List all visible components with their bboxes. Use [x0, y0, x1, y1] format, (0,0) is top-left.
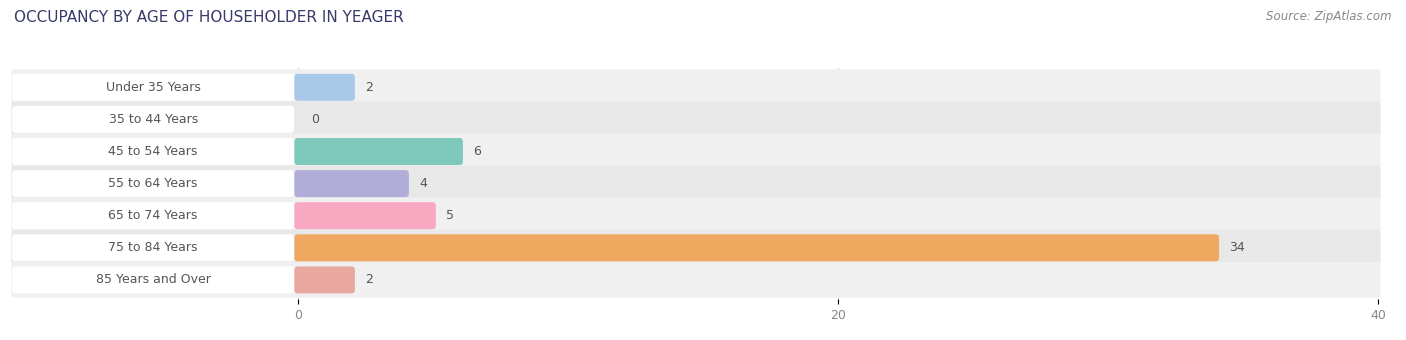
FancyBboxPatch shape [294, 267, 354, 293]
FancyBboxPatch shape [294, 170, 409, 197]
FancyBboxPatch shape [13, 138, 294, 165]
FancyBboxPatch shape [11, 198, 1381, 234]
Text: OCCUPANCY BY AGE OF HOUSEHOLDER IN YEAGER: OCCUPANCY BY AGE OF HOUSEHOLDER IN YEAGE… [14, 10, 404, 25]
FancyBboxPatch shape [11, 101, 1381, 137]
FancyBboxPatch shape [11, 166, 1381, 202]
FancyBboxPatch shape [11, 134, 1381, 169]
FancyBboxPatch shape [13, 234, 294, 261]
FancyBboxPatch shape [294, 234, 1219, 261]
FancyBboxPatch shape [11, 69, 1381, 105]
FancyBboxPatch shape [13, 170, 294, 197]
Text: 0: 0 [311, 113, 319, 126]
FancyBboxPatch shape [13, 267, 294, 293]
Text: 65 to 74 Years: 65 to 74 Years [108, 209, 198, 222]
FancyBboxPatch shape [294, 202, 436, 229]
Text: 34: 34 [1229, 241, 1246, 254]
FancyBboxPatch shape [294, 74, 354, 101]
Text: 85 Years and Over: 85 Years and Over [96, 273, 211, 286]
Text: 75 to 84 Years: 75 to 84 Years [108, 241, 198, 254]
Text: 45 to 54 Years: 45 to 54 Years [108, 145, 198, 158]
FancyBboxPatch shape [13, 106, 294, 133]
FancyBboxPatch shape [11, 262, 1381, 298]
FancyBboxPatch shape [11, 230, 1381, 266]
Text: 5: 5 [446, 209, 454, 222]
Text: 55 to 64 Years: 55 to 64 Years [108, 177, 198, 190]
Text: 6: 6 [474, 145, 481, 158]
Text: 2: 2 [366, 81, 373, 94]
Text: Source: ZipAtlas.com: Source: ZipAtlas.com [1267, 10, 1392, 23]
FancyBboxPatch shape [13, 202, 294, 229]
Text: Under 35 Years: Under 35 Years [105, 81, 201, 94]
Text: 35 to 44 Years: 35 to 44 Years [108, 113, 198, 126]
FancyBboxPatch shape [294, 138, 463, 165]
Text: 4: 4 [419, 177, 427, 190]
Text: 2: 2 [366, 273, 373, 286]
FancyBboxPatch shape [13, 74, 294, 101]
